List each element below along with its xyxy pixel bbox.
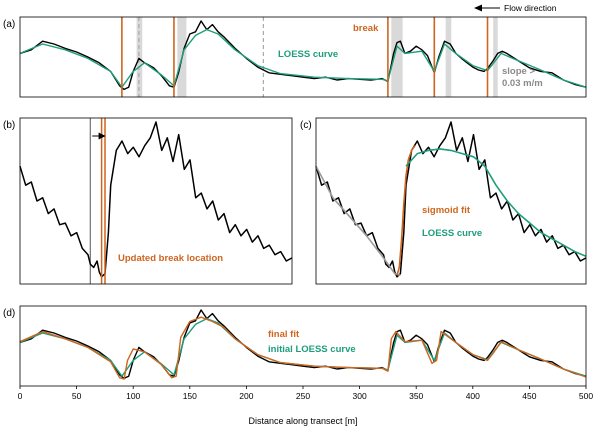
series-line [19,121,293,278]
steep-slope-region [136,17,143,97]
panel-d: (d) final fit initial LOESS curve 0 50 100… [3,305,593,426]
panel-a-frame [19,16,587,98]
x-tick-label: 200 [239,391,253,401]
x-tick-label: 350 [409,391,423,401]
panel-c-label: (c) [300,120,312,131]
slope-label-line1: slope > [502,66,535,77]
arrow-head [98,132,106,140]
initial-loess-label: initial LOESS curve [268,344,356,355]
series-line [315,121,587,278]
x-axis-label: Distance along transect [m] [248,416,357,426]
x-tick-label: 400 [466,391,480,401]
flow-direction-arrow [474,4,500,12]
panel-b: (b) Updated break location [3,117,293,285]
x-tick-label: 50 [72,391,82,401]
flow-direction-label: Flow direction [504,3,557,13]
panel-a-label: (a) [3,19,15,30]
series-line [405,148,587,258]
panel-c-frame [315,117,587,285]
loess-label: LOESS curve [422,228,482,239]
steep-slope-region [391,17,403,97]
break-shift-arrow [92,132,106,140]
series-line [396,145,416,276]
updated-break-label: Updated break location [118,253,223,264]
x-tick-label: 0 [18,391,23,401]
x-axis-ticks: 0 50 100 150 200 250 300 350 400 450 500 [18,386,593,401]
slope-label-line2: 0.03 m/m [502,78,543,89]
x-tick-label: 100 [126,391,140,401]
final-fit-label: final fit [268,329,300,340]
panel-b-frame [19,117,293,285]
break-label: break [353,23,379,34]
panel-a-lines [19,17,587,97]
steep-slope-region [445,17,452,97]
x-tick-label: 500 [579,391,593,401]
x-tick-label: 450 [522,391,536,401]
panel-c-lines [315,121,587,278]
arrow-head [474,4,482,12]
sigmoid-fit-label: sigmoid fit [422,205,471,216]
x-tick-label: 250 [296,391,310,401]
panel-b-label: (b) [3,120,15,131]
panel-d-label: (d) [3,308,15,319]
series-line [315,165,401,277]
panel-c: (c) sigmoid fit LOESS curve [300,117,587,285]
x-tick-label: 300 [353,391,367,401]
series-line [19,28,587,88]
panel-b-lines [19,118,293,284]
panel-d-lines [19,309,587,380]
panel-a: (a) Flow direction break LOESS curve slo… [3,3,587,98]
x-tick-label: 150 [183,391,197,401]
series-line [19,316,587,380]
loess-label: LOESS curve [278,49,338,60]
